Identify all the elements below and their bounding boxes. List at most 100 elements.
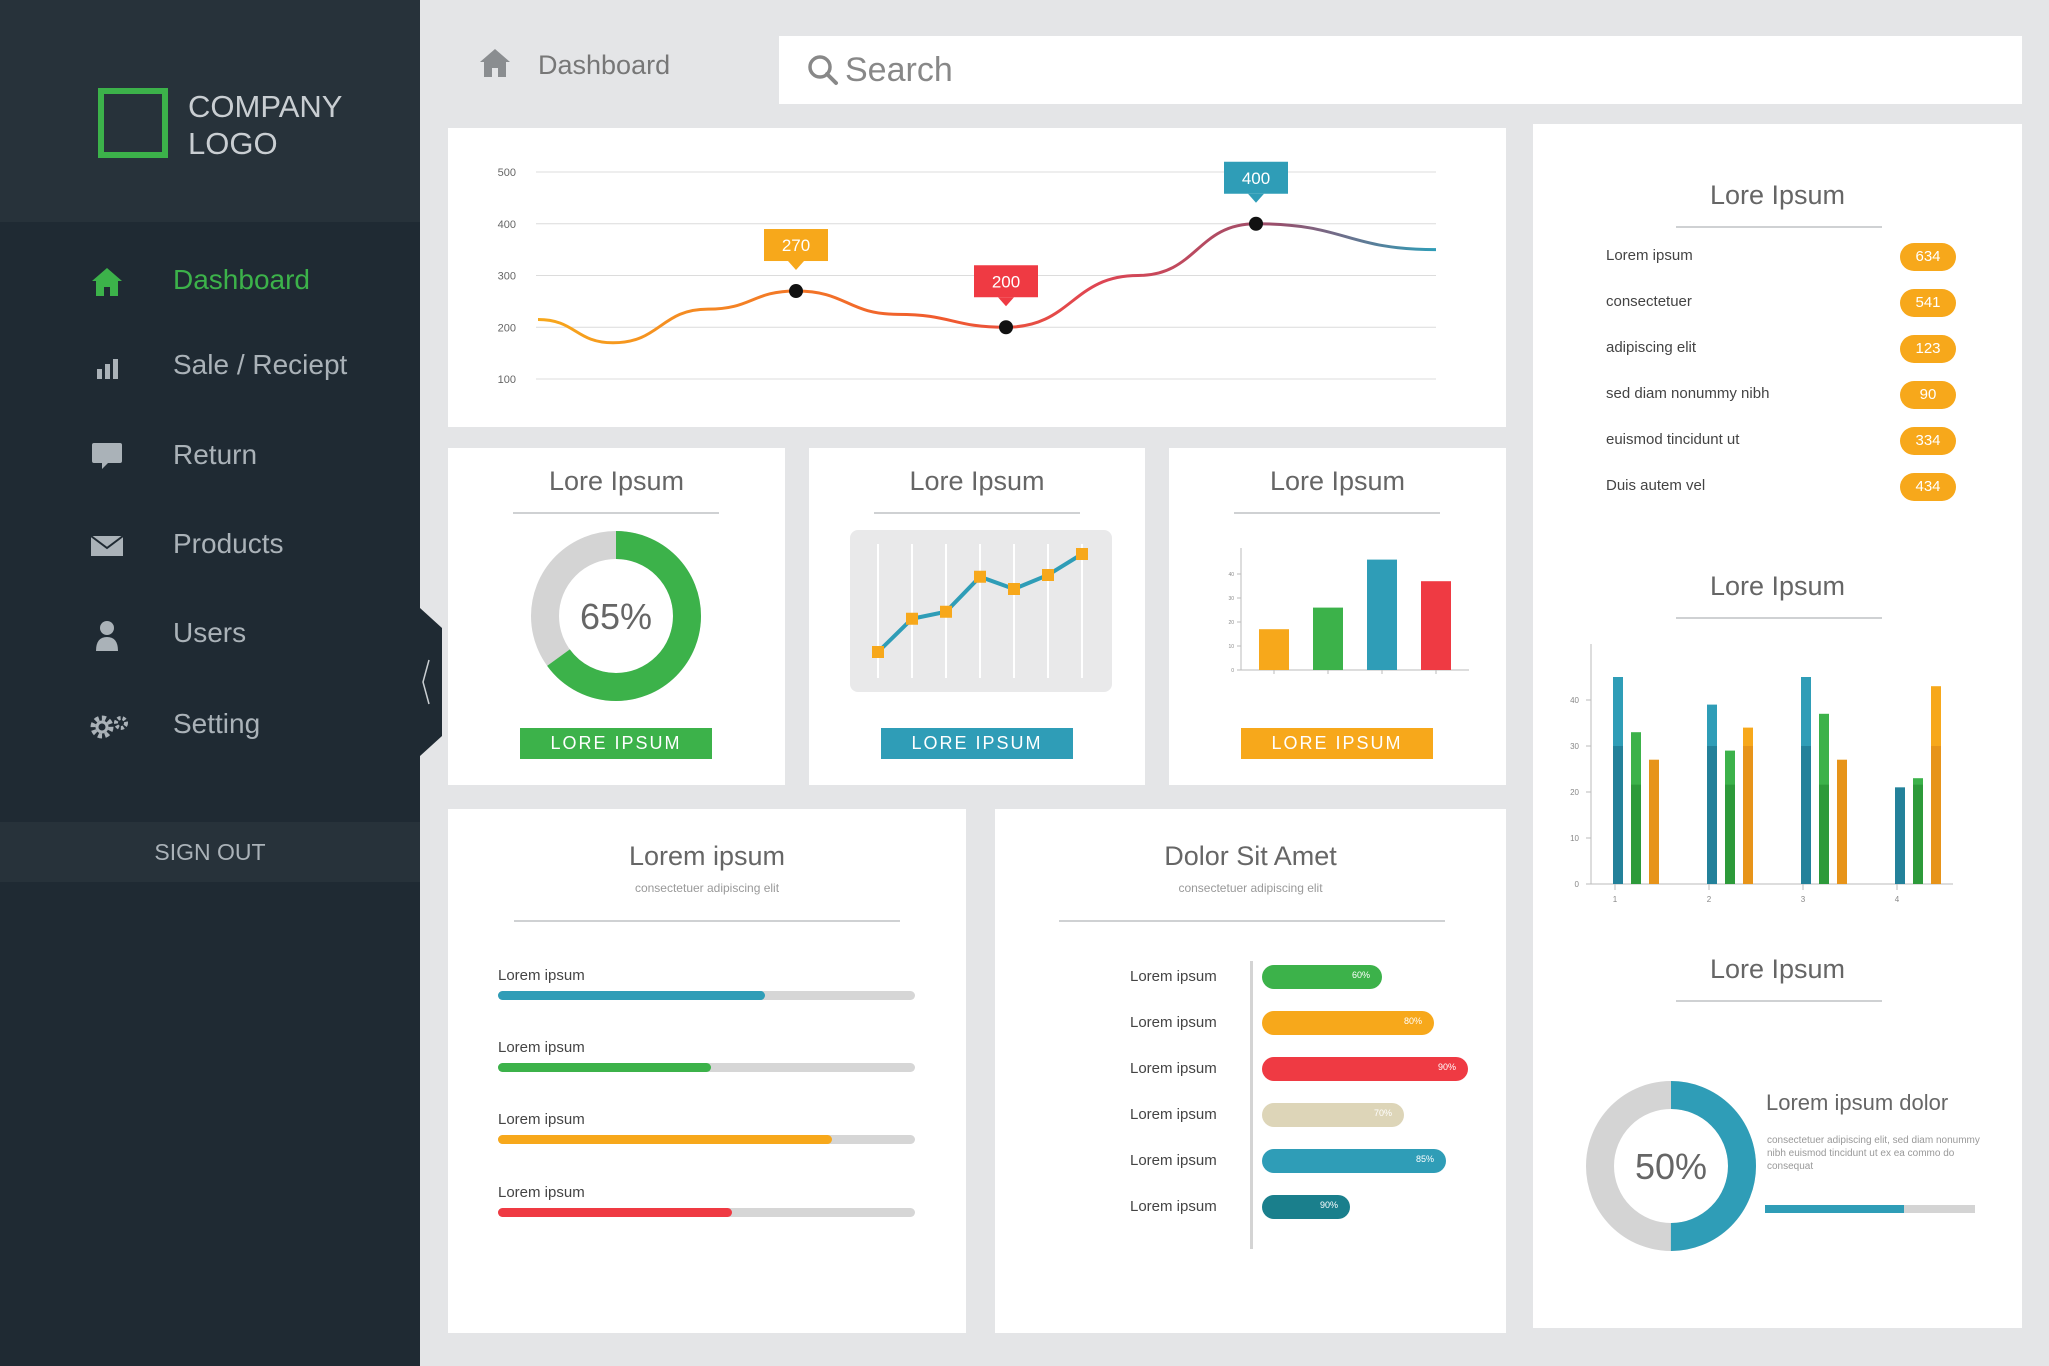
sidebar-item-return[interactable]: Return xyxy=(0,427,420,487)
title-divider xyxy=(1059,920,1445,922)
title-divider xyxy=(1234,512,1440,514)
hbar-label: Lorem ipsum xyxy=(1130,1060,1217,1077)
chevron-left-icon xyxy=(422,659,430,705)
bar-segment xyxy=(1895,787,1905,884)
data-point xyxy=(906,612,918,625)
speech-bubble-icon xyxy=(92,443,122,469)
callout-box xyxy=(974,265,1038,298)
hbar-label: Lorem ipsum xyxy=(1130,1106,1217,1123)
search-icon xyxy=(808,55,838,85)
sidebar-item-products[interactable]: Products xyxy=(0,516,420,576)
card-subtitle: consectetuer adipiscing elit xyxy=(1178,881,1323,895)
data-point xyxy=(1076,548,1088,560)
y-tick-label: 10 xyxy=(1570,834,1579,843)
list-item-label: sed diam nonummy nibh xyxy=(1606,385,1770,402)
search-bar[interactable] xyxy=(779,36,2022,104)
bar-segment xyxy=(1837,759,1847,884)
y-tick-label: 300 xyxy=(498,271,516,283)
home-icon xyxy=(480,49,510,77)
donut-description: consectetuer adipiscing elit, sed diam n… xyxy=(1767,1135,1980,1172)
bar xyxy=(1259,629,1289,670)
sidebar-item-label: Sale / Reciept xyxy=(173,349,348,380)
value-badge: 90 xyxy=(1900,381,1956,409)
bar-segment xyxy=(1801,746,1811,884)
donut-arc xyxy=(1586,1081,1756,1251)
bar-segment xyxy=(1931,746,1941,884)
progress-label: Lorem ipsum xyxy=(498,967,585,984)
progress-fill xyxy=(498,1063,711,1072)
progress-fill xyxy=(498,1208,732,1217)
sidebar-item-sale-receipt[interactable]: Sale / Reciept xyxy=(0,337,420,397)
sidebar: COMPANY LOGO Dashboard Sale / Reciept Re… xyxy=(0,0,420,1366)
y-tick-label: 30 xyxy=(1570,742,1579,751)
hbar-label: Lorem ipsum xyxy=(1130,1014,1217,1031)
line-chart: 100 200 300 400 500 270 200 400 xyxy=(498,161,1437,386)
section-title: Lore Ipsum xyxy=(1709,571,1846,601)
progress-row: Lorem ipsum xyxy=(498,1111,915,1151)
donut-heading: Lorem ipsum dolor xyxy=(1766,1090,1949,1115)
hbar-bar: 85% xyxy=(1262,1149,1446,1173)
progress-track xyxy=(498,1135,915,1144)
progress-fill xyxy=(498,1135,832,1144)
line-card: Lore Ipsum LORE IPSUM xyxy=(809,448,1145,785)
sign-out-button[interactable]: SIGN OUT xyxy=(0,822,420,882)
progress-row: Lorem ipsum xyxy=(498,1184,915,1224)
value-badge: 634 xyxy=(1900,243,1956,271)
progress-fill xyxy=(498,991,765,1000)
card-title: Lore Ipsum xyxy=(548,466,685,496)
sidebar-item-dashboard[interactable]: Dashboard xyxy=(0,252,420,312)
y-tick-label: 100 xyxy=(498,374,516,386)
donut-card: Lore Ipsum 65% LORE IPSUM xyxy=(448,448,785,785)
hbar-value: 90% xyxy=(1437,1062,1456,1072)
progress-row: Lorem ipsum xyxy=(498,967,915,1007)
home-icon xyxy=(92,268,122,296)
progress-track xyxy=(498,991,915,1000)
list-item-label: Duis autem vel xyxy=(1606,477,1706,494)
bar-card: Lore Ipsum 0 10 20 30 40 LORE IPSUM xyxy=(1169,448,1506,785)
list-item-label: consectetuer xyxy=(1606,293,1692,310)
lore-ipsum-button[interactable]: LORE IPSUM xyxy=(520,728,712,759)
x-tick-label: 2 xyxy=(1707,895,1712,904)
sidebar-item-label: Return xyxy=(173,439,258,470)
sidebar-item-setting[interactable]: Setting xyxy=(0,696,420,756)
bar-segment xyxy=(1631,784,1641,884)
x-tick-label: 1 xyxy=(1613,895,1618,904)
card-title: Lorem ipsum xyxy=(628,841,786,871)
hbar-bar: 60% xyxy=(1262,965,1382,989)
lore-ipsum-button[interactable]: LORE IPSUM xyxy=(1241,728,1433,759)
lore-ipsum-button[interactable]: LORE IPSUM xyxy=(881,728,1073,759)
bar-segment xyxy=(1819,784,1829,884)
x-tick-label: 3 xyxy=(1801,895,1806,904)
card-title: Dolor Sit Amet xyxy=(1164,841,1337,871)
data-point xyxy=(940,605,952,618)
hbar-bar: 70% xyxy=(1262,1103,1404,1127)
progress-card: Lorem ipsum consectetuer adipiscing elit… xyxy=(448,809,966,1333)
data-point xyxy=(974,570,986,583)
bar-segment xyxy=(1725,784,1735,884)
title-divider xyxy=(1676,617,1882,619)
data-point xyxy=(789,284,803,299)
bar-segment xyxy=(1613,746,1623,884)
donut-arc xyxy=(531,531,701,701)
sidebar-item-users[interactable]: Users xyxy=(0,605,420,665)
y-tick-label: 0 xyxy=(1575,880,1580,889)
company-logo-text: COMPANY LOGO xyxy=(188,89,342,161)
bar-segment xyxy=(1649,759,1659,884)
bar xyxy=(1421,581,1451,670)
title-divider xyxy=(1676,1000,1882,1002)
y-tick-label: 10 xyxy=(1228,644,1234,650)
title-divider xyxy=(514,920,900,922)
right-panel: Lore Ipsum Lorem ipsum 634 consectetuer 541… xyxy=(1533,124,2022,1328)
collapse-sidebar-tab[interactable] xyxy=(420,608,444,756)
search-input[interactable] xyxy=(845,44,1995,96)
logo-square-icon xyxy=(98,88,168,158)
bar-segment xyxy=(1913,784,1923,884)
title-divider xyxy=(874,512,1080,514)
callout-box xyxy=(1224,161,1288,194)
y-tick-label: 20 xyxy=(1228,620,1234,626)
hbar-bar: 90% xyxy=(1262,1195,1350,1219)
donut-value: 65% xyxy=(580,596,652,637)
list-item-label: Lorem ipsum xyxy=(1606,247,1693,264)
y-tick-label: 40 xyxy=(1570,696,1579,705)
section-title: Lore Ipsum xyxy=(1709,180,1846,210)
